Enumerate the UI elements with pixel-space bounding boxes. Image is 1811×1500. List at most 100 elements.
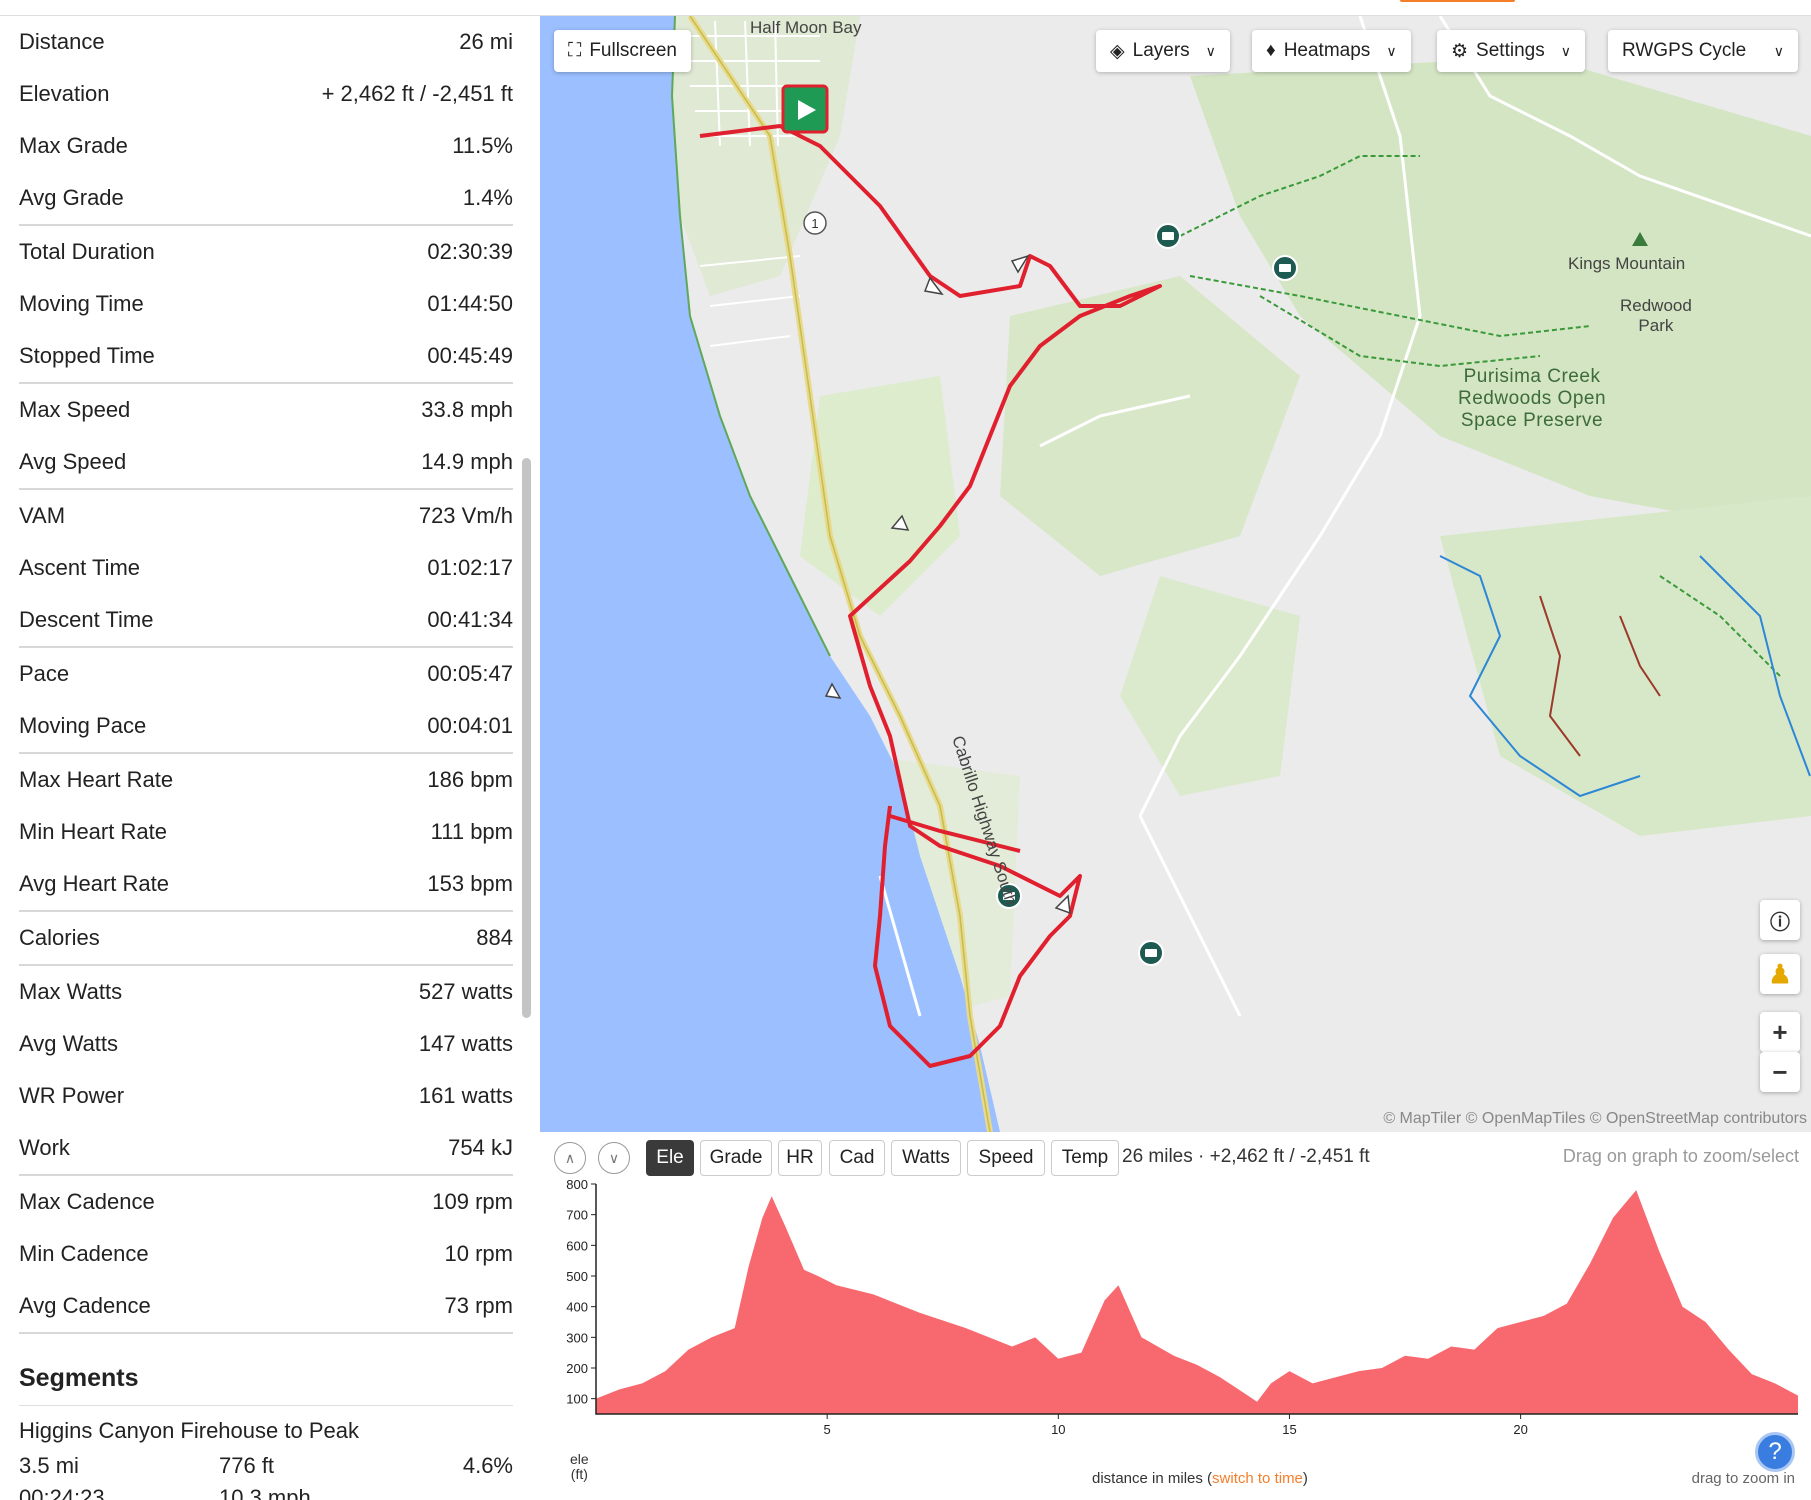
stat-row: Moving Time 01:44:50: [19, 278, 513, 330]
elevation-axis-label: ele (ft): [570, 1451, 589, 1482]
expand-up-button[interactable]: ∧: [554, 1142, 586, 1174]
tab-speed[interactable]: Speed: [967, 1140, 1045, 1176]
elevation-chart[interactable]: 100 200 300 400 500 600 700 800 5 10 15 20: [540, 1172, 1811, 1472]
tab-ele[interactable]: Ele: [646, 1140, 694, 1176]
stat-value: 01:44:50: [427, 291, 513, 316]
stats-scrollbar[interactable]: [522, 458, 531, 1018]
stat-row: Total Duration 02:30:39: [19, 226, 513, 278]
stat-label: Avg Cadence: [19, 1293, 151, 1318]
stat-label: Max Heart Rate: [19, 767, 174, 792]
stat-label: Stopped Time: [19, 343, 155, 368]
stat-value: 73 rpm: [444, 1293, 513, 1318]
stat-row: Moving Pace 00:04:01: [19, 700, 513, 752]
stat-row: Max Cadence 109 rpm: [19, 1176, 513, 1228]
heatmaps-button[interactable]: ♦ Heatmaps ∨: [1252, 30, 1411, 72]
stat-row: Elevation + 2,462 ft / -2,451 ft: [19, 68, 513, 120]
y-tick-label: 800: [566, 1177, 588, 1192]
tab-temp[interactable]: Temp: [1051, 1140, 1119, 1176]
tab-watts[interactable]: Watts: [891, 1140, 961, 1176]
settings-button[interactable]: ⚙ Settings ∨: [1437, 30, 1585, 72]
stat-row: Work 754 kJ: [19, 1122, 513, 1174]
fullscreen-button[interactable]: ⛶ Fullscreen: [554, 30, 691, 72]
stats-groups: Distance 26 mi Elevation + 2,462 ft / -2,45…: [0, 16, 540, 1334]
y-tick-label: 600: [566, 1238, 588, 1253]
top-accent-bar: [1400, 0, 1515, 2]
stat-label: WR Power: [19, 1083, 125, 1108]
stat-value: 02:30:39: [427, 239, 513, 264]
stat-value: 884: [476, 925, 513, 950]
stat-value: 153 bpm: [427, 871, 513, 896]
segment-grade: 4.6%: [462, 1453, 513, 1478]
stat-label: Max Watts: [19, 979, 123, 1004]
segment-distance: 3.5 mi: [19, 1453, 79, 1478]
stat-row: Distance 26 mi: [19, 16, 513, 68]
stat-label: Avg Grade: [19, 185, 124, 210]
stat-label: Calories: [19, 925, 100, 950]
place-redwood-park: Redwood Park: [1620, 296, 1692, 335]
flame-icon: ♦: [1266, 40, 1276, 61]
stat-label: Descent Time: [19, 607, 154, 632]
stat-value: 01:02:17: [427, 555, 513, 580]
stat-row: Min Heart Rate 111 bpm: [19, 806, 513, 858]
stat-label: Max Cadence: [19, 1189, 155, 1214]
segment-elevation: 776 ft: [219, 1453, 275, 1478]
map-canvas[interactable]: 1 Cabrillo Highway South: [540, 16, 1811, 1132]
chevron-down-icon: ∨: [1205, 42, 1216, 59]
stats-group: Max Watts 527 watts Avg Watts 147 watts WR P…: [19, 966, 513, 1176]
stats-group: Pace 00:05:47 Moving Pace 00:04:01: [19, 648, 513, 754]
stat-value: 00:41:34: [427, 607, 513, 632]
elevation-summary: 26 miles · +2,462 ft / -2,451 ft: [1122, 1146, 1370, 1167]
stat-value: 723 Vm/h: [418, 503, 513, 528]
stat-row: Max Speed 33.8 mph: [19, 384, 513, 436]
stat-row: Avg Speed 14.9 mph: [19, 436, 513, 488]
street-view-button[interactable]: ♟: [1760, 954, 1800, 994]
y-tick-label: 500: [566, 1269, 588, 1284]
stat-row: Descent Time 00:41:34: [19, 594, 513, 646]
layers-icon: ◈: [1110, 40, 1125, 62]
zoom-in-button[interactable]: +: [1760, 1012, 1800, 1052]
stat-row: Calories 884: [19, 912, 513, 964]
map-style-select[interactable]: RWGPS Cycle ∨: [1608, 30, 1798, 72]
segments-title: Segments: [19, 1358, 513, 1406]
tab-grade[interactable]: Grade: [700, 1140, 772, 1176]
stat-label: Avg Heart Rate: [19, 871, 170, 896]
stat-row: Max Heart Rate 186 bpm: [19, 754, 513, 806]
map[interactable]: 1 Cabrillo Highway South Half Moon Bay K…: [540, 16, 1811, 1132]
x-tick-label: 10: [1051, 1422, 1065, 1437]
stat-label: Elevation: [19, 81, 110, 106]
map-info-button[interactable]: ⓘ: [1760, 900, 1800, 940]
help-button[interactable]: ?: [1755, 1432, 1795, 1472]
segment-time: 00:24:23: [19, 1485, 105, 1500]
elevation-panel[interactable]: ∧ ∨ Ele Grade HR Cad Watts Speed Temp 26…: [540, 1132, 1811, 1500]
x-tick-label: 20: [1513, 1422, 1527, 1437]
layers-button[interactable]: ◈ Layers ∨: [1096, 30, 1230, 72]
top-bar: [0, 0, 1811, 16]
stats-group: Distance 26 mi Elevation + 2,462 ft / -2,45…: [19, 16, 513, 226]
stat-label: Pace: [19, 661, 70, 686]
stat-label: Ascent Time: [19, 555, 141, 580]
map-attribution: © MapTiler © OpenMapTiles © OpenStreetMa…: [1383, 1110, 1807, 1127]
stat-label: Avg Speed: [19, 449, 127, 474]
stat-row: Pace 00:05:47: [19, 648, 513, 700]
tab-cad[interactable]: Cad: [829, 1140, 885, 1176]
stat-value: 00:05:47: [427, 661, 513, 686]
y-tick-label: 300: [566, 1330, 588, 1345]
y-tick-label: 700: [566, 1208, 588, 1223]
stat-row: Stopped Time 00:45:49: [19, 330, 513, 382]
chevron-down-icon: ∨: [608, 1149, 620, 1166]
switch-to-time-link[interactable]: switch to time: [1212, 1470, 1303, 1487]
stat-label: Max Grade: [19, 133, 128, 158]
tab-hr[interactable]: HR: [778, 1140, 822, 1176]
y-tick-label: 100: [566, 1392, 588, 1407]
chevron-down-icon: ∨: [1773, 42, 1784, 59]
y-tick-label: 200: [566, 1361, 588, 1376]
place-half-moon-bay: Half Moon Bay: [750, 18, 862, 37]
stat-row: Avg Cadence 73 rpm: [19, 1280, 513, 1332]
fullscreen-icon: ⛶: [568, 40, 582, 61]
stats-group: VAM 723 Vm/h Ascent Time 01:02:17 Descent Ti…: [19, 490, 513, 648]
stat-value: 00:45:49: [427, 343, 513, 368]
segment-item[interactable]: Higgins Canyon Firehouse to Peak 3.5 mi …: [19, 1406, 513, 1500]
stat-row: VAM 723 Vm/h: [19, 490, 513, 542]
zoom-out-button[interactable]: −: [1760, 1052, 1800, 1092]
collapse-down-button[interactable]: ∨: [598, 1142, 630, 1174]
